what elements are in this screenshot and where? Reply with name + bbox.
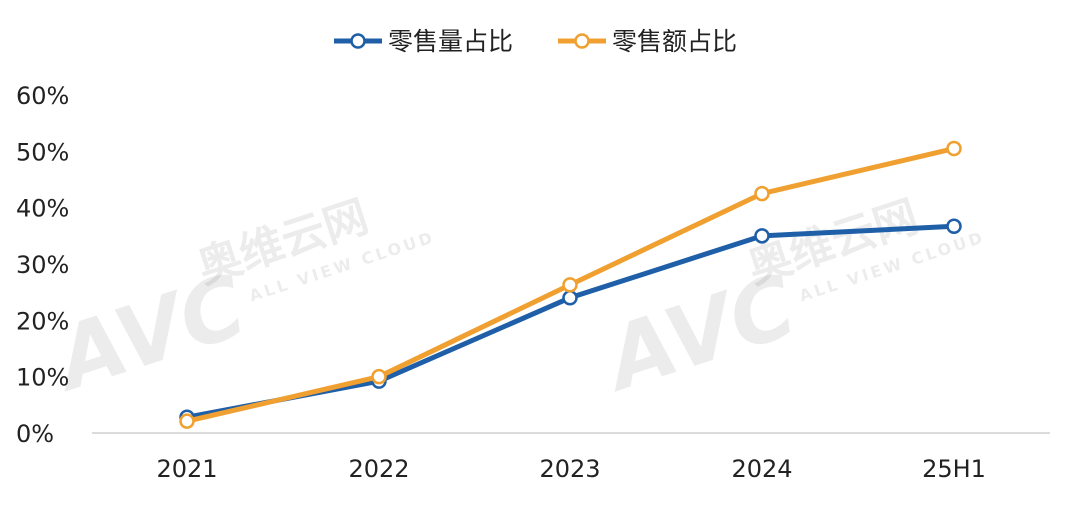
data-point [371,368,387,385]
data-point [754,185,770,202]
legend-label: 零售量占比 [388,27,513,56]
series-layer [179,140,962,429]
x-tick-label: 2021 [156,455,217,483]
x-tick-label: 25H1 [922,455,986,483]
legend-swatch-marker [350,33,366,49]
y-tick-label: 50% [16,138,69,166]
x-tick-label: 2024 [731,455,792,483]
legend-swatch-marker [574,33,590,49]
legend-item-series-1: 零售额占比 [558,27,737,56]
y-tick-label: 60% [16,82,69,110]
data-point [754,228,770,244]
x-tick-label: 2023 [539,455,600,483]
data-point [562,290,578,306]
y-tick-label: 20% [16,307,69,335]
data-point [946,140,962,157]
x-axis-ticks: 2021 2022 2023 2024 25H1 [156,455,985,483]
y-tick-label: 40% [16,195,69,223]
y-tick-label: 30% [16,251,69,279]
data-point [562,277,578,293]
y-axis-ticks: 0% 10% 20% 30% 40% 50% 60% [16,82,69,448]
legend-item-series-0: 零售量占比 [334,27,513,56]
watermark-right: AVC 奥维云网 ALL VIEW CLOUD [590,191,987,412]
y-tick-label: 10% [16,364,69,392]
legend: 零售量占比 零售额占比 [334,27,737,56]
data-point [946,218,962,235]
y-tick-label: 0% [16,420,54,448]
data-point [179,413,195,429]
x-tick-label: 2022 [348,455,409,483]
series-1 [179,140,962,429]
legend-label: 零售额占比 [612,27,737,56]
